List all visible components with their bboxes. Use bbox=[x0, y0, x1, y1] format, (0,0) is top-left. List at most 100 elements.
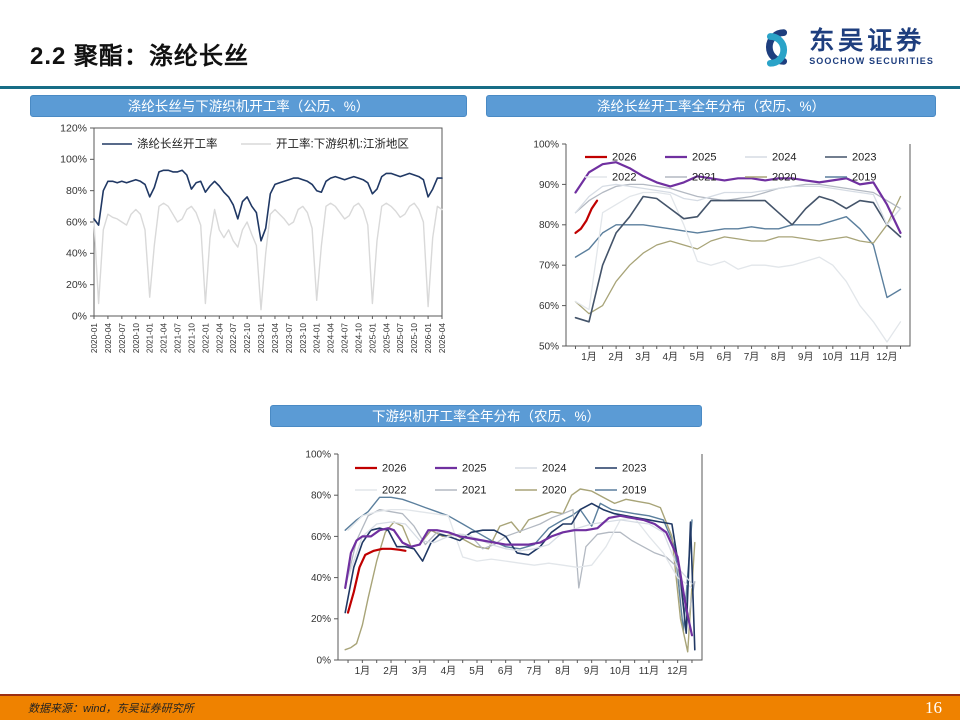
svg-text:12月: 12月 bbox=[876, 351, 897, 363]
svg-text:3月: 3月 bbox=[412, 665, 428, 677]
svg-text:2020: 2020 bbox=[772, 172, 796, 184]
svg-text:2021: 2021 bbox=[462, 485, 486, 497]
svg-text:2025-10: 2025-10 bbox=[410, 323, 419, 353]
svg-text:8月: 8月 bbox=[771, 351, 787, 363]
svg-text:2024: 2024 bbox=[542, 463, 566, 475]
svg-text:2021-01: 2021-01 bbox=[146, 323, 155, 353]
svg-text:2021-04: 2021-04 bbox=[160, 323, 169, 353]
svg-text:80%: 80% bbox=[311, 491, 331, 502]
header-divider bbox=[0, 86, 960, 89]
svg-text:8月: 8月 bbox=[555, 665, 571, 677]
svg-text:0%: 0% bbox=[317, 655, 332, 666]
logo-name-cn: 东吴证券 bbox=[809, 27, 926, 56]
svg-text:20%: 20% bbox=[311, 614, 331, 625]
svg-text:50%: 50% bbox=[539, 341, 559, 352]
chart-polyester-vs-loom-rate: 0% 20% 40% 60% 80% 100% 120% 2020-01 2020-04 2020… bbox=[36, 118, 466, 387]
svg-text:2024-10: 2024-10 bbox=[354, 323, 363, 353]
svg-text:2022-01: 2022-01 bbox=[201, 323, 210, 353]
svg-text:2020: 2020 bbox=[542, 485, 566, 497]
svg-text:20%: 20% bbox=[66, 279, 87, 291]
svg-text:2025-01: 2025-01 bbox=[368, 323, 377, 353]
chart-polyester-filament-annual-distribution: 50% 60% 70% 80% 90% 100% 1月 2月 3月 4月 5月 6月 7月 8月 9月 10月… bbox=[502, 130, 934, 381]
svg-text:2023-04: 2023-04 bbox=[271, 323, 280, 353]
svg-text:4月: 4月 bbox=[663, 351, 679, 363]
svg-text:1月: 1月 bbox=[355, 665, 371, 677]
svg-text:2024: 2024 bbox=[772, 152, 796, 164]
svg-text:2020-04: 2020-04 bbox=[104, 323, 113, 353]
svg-text:40%: 40% bbox=[66, 248, 87, 260]
svg-text:2025: 2025 bbox=[462, 463, 486, 475]
svg-text:9月: 9月 bbox=[798, 351, 814, 363]
svg-text:2026: 2026 bbox=[612, 152, 636, 164]
svg-text:100%: 100% bbox=[60, 154, 87, 166]
svg-text:1月: 1月 bbox=[581, 351, 597, 363]
svg-text:90%: 90% bbox=[539, 180, 559, 191]
page-number: 16 bbox=[925, 698, 942, 717]
chart3-title-bar: 下游织机开工率全年分布（农历、%） bbox=[270, 405, 702, 427]
soochow-logo: 东吴证券 SOOCHOW SECURITIES bbox=[754, 24, 934, 70]
svg-text:6月: 6月 bbox=[498, 665, 514, 677]
logo-name-en: SOOCHOW SECURITIES bbox=[809, 55, 934, 66]
svg-text:2026: 2026 bbox=[382, 463, 406, 475]
svg-text:涤纶长丝开工率: 涤纶长丝开工率 bbox=[137, 137, 218, 151]
svg-text:60%: 60% bbox=[539, 301, 559, 312]
soochow-logo-icon bbox=[766, 29, 788, 67]
svg-text:2019: 2019 bbox=[622, 485, 646, 497]
svg-text:2023-07: 2023-07 bbox=[285, 323, 294, 353]
svg-text:2025-07: 2025-07 bbox=[396, 323, 405, 353]
svg-text:100%: 100% bbox=[305, 449, 331, 460]
svg-text:5月: 5月 bbox=[690, 351, 706, 363]
svg-text:2023-01: 2023-01 bbox=[257, 323, 266, 353]
svg-text:10月: 10月 bbox=[822, 351, 843, 363]
svg-text:2022: 2022 bbox=[382, 485, 406, 497]
svg-text:2020-10: 2020-10 bbox=[132, 323, 141, 353]
svg-text:2019: 2019 bbox=[852, 172, 876, 184]
svg-text:100%: 100% bbox=[533, 139, 559, 150]
svg-text:2月: 2月 bbox=[383, 665, 399, 677]
svg-text:2023: 2023 bbox=[622, 463, 646, 475]
svg-text:40%: 40% bbox=[311, 573, 331, 584]
svg-text:3月: 3月 bbox=[635, 351, 651, 363]
svg-text:11月: 11月 bbox=[850, 351, 870, 363]
svg-text:9月: 9月 bbox=[584, 665, 600, 677]
svg-text:12月: 12月 bbox=[667, 665, 688, 677]
svg-text:2024-07: 2024-07 bbox=[341, 323, 350, 353]
svg-text:2月: 2月 bbox=[608, 351, 624, 363]
svg-text:80%: 80% bbox=[539, 220, 559, 231]
svg-text:2020-01: 2020-01 bbox=[90, 323, 99, 353]
svg-text:2022-07: 2022-07 bbox=[229, 323, 238, 353]
logo-text: 东吴证券 SOOCHOW SECURITIES bbox=[809, 27, 934, 66]
svg-text:4月: 4月 bbox=[441, 665, 457, 677]
svg-text:2026-01: 2026-01 bbox=[424, 323, 433, 353]
svg-text:80%: 80% bbox=[66, 185, 87, 197]
svg-text:开工率:下游织机:江浙地区: 开工率:下游织机:江浙地区 bbox=[276, 137, 409, 151]
page-title: 2.2 聚酯：涤纶长丝 bbox=[30, 43, 250, 70]
svg-text:2022-10: 2022-10 bbox=[243, 323, 252, 353]
svg-text:7月: 7月 bbox=[527, 665, 543, 677]
svg-text:11月: 11月 bbox=[639, 665, 659, 677]
svg-text:2023: 2023 bbox=[852, 152, 876, 164]
svg-text:2021-10: 2021-10 bbox=[187, 323, 196, 353]
svg-text:2023-10: 2023-10 bbox=[299, 323, 308, 353]
svg-text:7月: 7月 bbox=[744, 351, 760, 363]
svg-text:2022-04: 2022-04 bbox=[215, 323, 224, 353]
svg-text:120%: 120% bbox=[60, 122, 87, 134]
chart2-title-bar: 涤纶长丝开工率全年分布（农历、%） bbox=[486, 95, 936, 117]
svg-text:2025-04: 2025-04 bbox=[382, 323, 391, 353]
svg-text:2025: 2025 bbox=[692, 152, 716, 164]
svg-text:6月: 6月 bbox=[717, 351, 733, 363]
chart1-title-bar: 涤纶长丝与下游织机开工率（公历、%） bbox=[30, 95, 467, 117]
svg-text:2020-07: 2020-07 bbox=[118, 323, 127, 353]
svg-text:2021: 2021 bbox=[692, 172, 716, 184]
svg-text:60%: 60% bbox=[66, 216, 87, 228]
svg-text:2024-01: 2024-01 bbox=[313, 323, 322, 353]
footer-bar: 数据来源：wind，东吴证券研究所 16 bbox=[0, 694, 960, 720]
chart-downstream-loom-annual-distribution: 0% 20% 40% 60% 80% 100% 1月 2月 3月 4月 5月 6月 7月 8月 9月 10月 1… bbox=[286, 442, 716, 699]
svg-text:2021-07: 2021-07 bbox=[174, 323, 183, 353]
svg-text:10月: 10月 bbox=[610, 665, 631, 677]
svg-text:2026-04: 2026-04 bbox=[438, 323, 447, 353]
svg-text:0%: 0% bbox=[72, 310, 87, 322]
svg-text:2024-04: 2024-04 bbox=[327, 323, 336, 353]
svg-text:5月: 5月 bbox=[469, 665, 485, 677]
